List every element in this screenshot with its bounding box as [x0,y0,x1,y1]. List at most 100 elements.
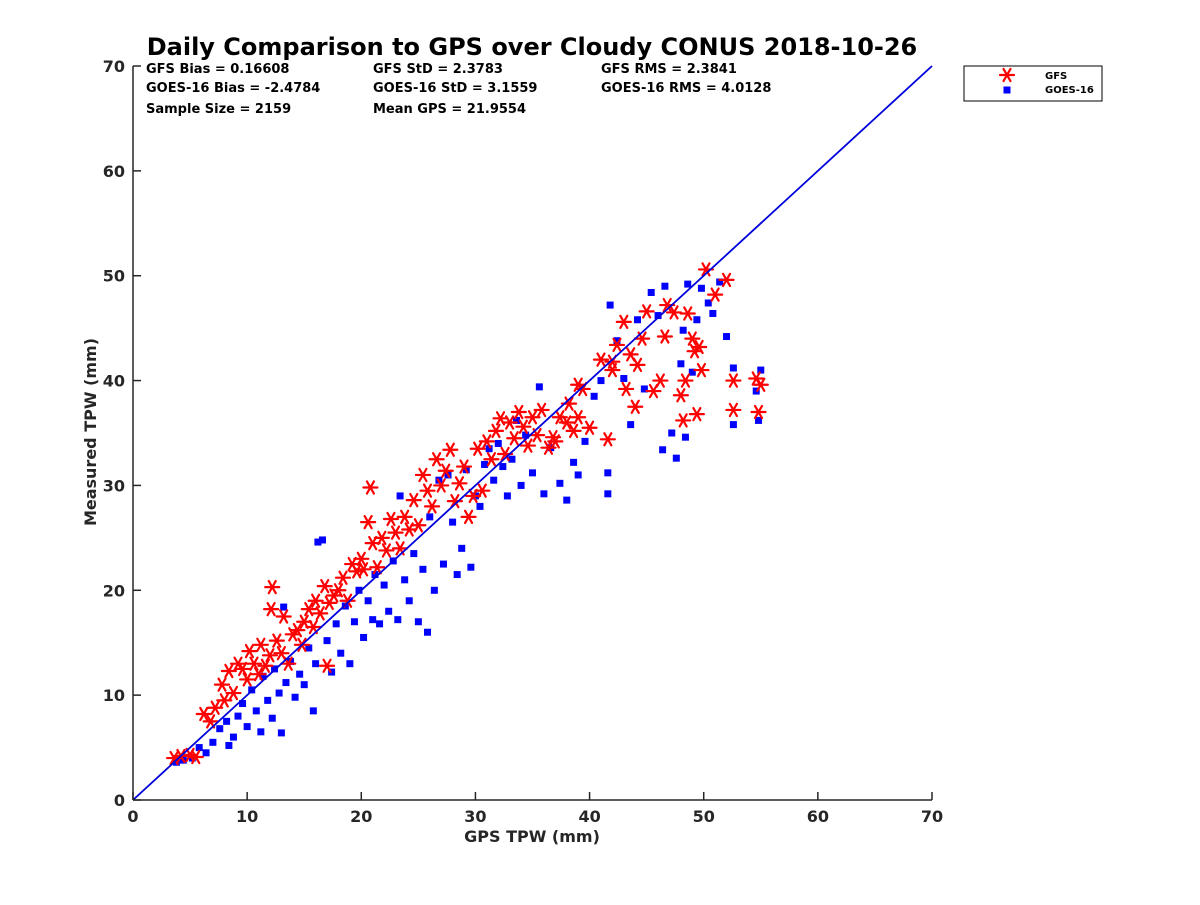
gfs-point [679,306,696,321]
goes16-point [704,299,712,307]
legend-label-goes16: GOES-16 [1045,85,1094,96]
gfs-point [396,509,413,525]
goes16-point [225,741,233,749]
gfs-point [207,700,224,715]
goes16-point [620,374,628,382]
goes16-point [332,620,340,628]
gfs-point [688,406,705,422]
y-tick-label: 30 [103,476,125,495]
gfs-point [558,415,575,430]
goes16-point [627,421,635,429]
stat-goes16-bias: GOES-16 Bias = -2.4784 [146,81,320,96]
goes16-point [423,628,431,636]
y-tick-label: 50 [103,267,125,286]
goes16-point [654,312,662,320]
goes16-point [659,446,667,454]
goes16-point [280,603,288,611]
goes16-point [679,326,687,334]
gfs-point [748,371,765,386]
gfs-point [599,432,616,447]
goes16-point [202,749,210,757]
gfs-point [369,560,386,575]
gfs-point [478,434,495,449]
goes16-point [449,518,457,526]
gfs-point [570,410,587,425]
gfs-point [360,514,377,530]
gfs-point [684,331,701,346]
goes16-point [672,454,680,462]
stat-goes16-std: GOES-16 StD = 3.1559 [373,81,537,96]
gfs-point [216,693,233,708]
gfs-point [433,478,450,493]
gfs-point [465,488,482,504]
y-tick-label: 20 [103,581,125,600]
gfs-point [506,431,523,446]
gfs-point [334,570,352,585]
goes16-point [314,538,322,546]
goes16-point [291,693,299,701]
gfs-point [275,609,292,624]
gfs-point [187,749,204,765]
gfs-point [268,633,285,648]
x-tick-label: 40 [578,807,600,826]
legend-box [963,65,1103,102]
gfs-point [195,706,212,722]
goes16-point [396,492,404,500]
x-tick-label: 20 [350,807,372,826]
gfs-point [540,440,557,455]
gfs-point [414,467,432,483]
x-tick-label: 0 [127,807,138,826]
goes16-point [729,421,737,429]
stat-mean-gps: Mean GPS = 21.9554 [373,102,526,117]
goes16-point [264,696,272,704]
gfs-point [382,511,400,527]
gfs-point [691,339,708,355]
goes16-point [481,460,489,468]
goes16-point [485,445,493,453]
gfs-point [469,441,486,456]
y-tick-label: 70 [103,57,125,76]
gfs-point [617,381,635,397]
gfs-point [592,352,610,367]
gfs-point [229,656,247,671]
goes16-point [300,681,308,689]
goes16-point [677,360,685,368]
x-axis-label: GPS TPW (mm) [464,827,600,846]
goes16-point [723,333,731,341]
gfs-point [718,272,735,288]
gfs-point [608,337,626,353]
goes16-point [426,513,434,521]
x-tick-label: 10 [236,807,258,826]
gfs-point [289,622,306,638]
gfs-point [264,579,281,595]
goes16-point [369,616,377,624]
gfs-point [544,430,562,445]
goes16-point [360,633,368,641]
gfs-point [318,658,336,673]
goes16-point [216,725,224,733]
gfs-point [656,329,674,344]
goes16-point [688,368,696,376]
goes16-point [604,490,612,498]
y-tick-label: 60 [103,162,125,181]
goes16-point [259,672,267,680]
goes16-point [337,649,345,657]
gfs-point [501,415,518,430]
gfs-point [373,530,390,546]
goes16-point [697,284,705,292]
gfs-point [615,314,632,330]
goes16-point [309,707,317,715]
goes16-point [209,738,217,746]
goes16-point [604,469,612,477]
goes16-point [540,490,548,498]
goes16-point [458,544,466,552]
legend: GFS GOES-16 [963,65,1103,102]
legend-label-gfs: GFS [1045,71,1067,82]
gfs-point [325,588,342,603]
goes16-point [490,476,498,484]
goes16-point [640,385,648,393]
goes16-point [414,618,422,626]
goes16-point [634,316,642,324]
goes16-point [312,660,320,668]
gfs-point [604,362,621,378]
